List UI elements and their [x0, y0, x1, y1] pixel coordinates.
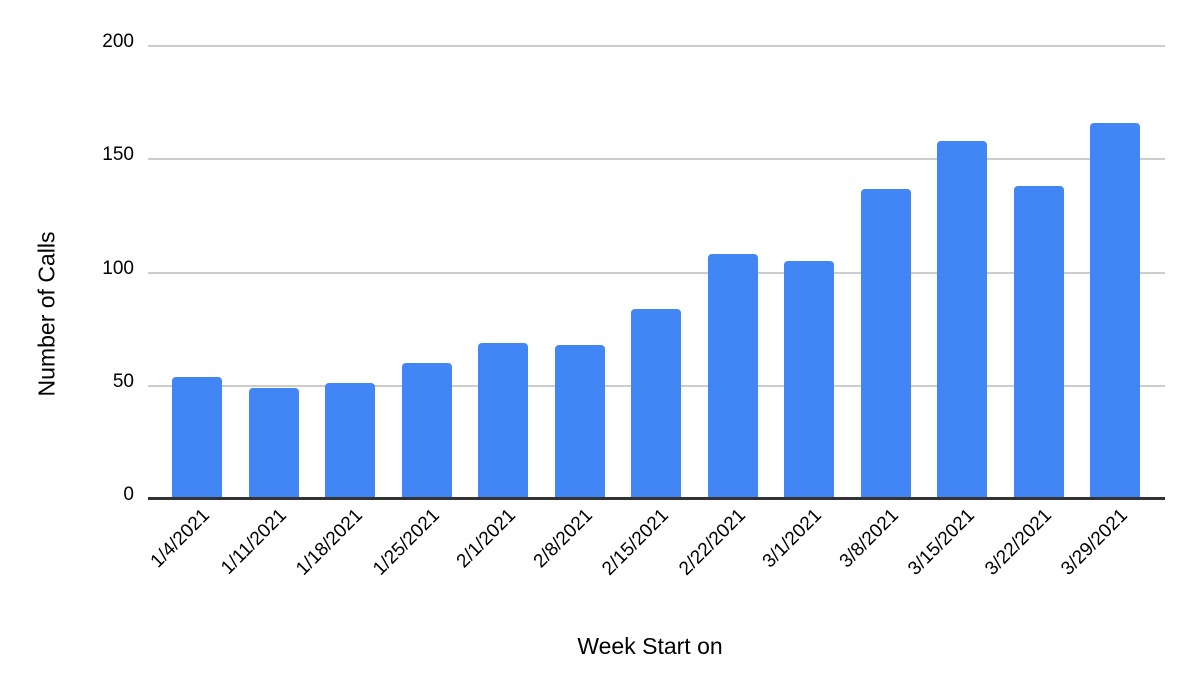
y-axis-title: Number of Calls: [33, 231, 60, 397]
chart-bar: [707, 254, 758, 499]
y-tick-label: 150: [102, 144, 134, 166]
chart-bar: [1013, 186, 1064, 499]
y-tick-label: 0: [123, 484, 134, 505]
chart-bar: [784, 261, 834, 499]
chart-bar: [631, 309, 681, 499]
y-tick-label: 50: [112, 370, 134, 392]
chart-bar: [937, 141, 987, 499]
chart-bar: [172, 377, 222, 499]
chart-bar: [478, 343, 528, 499]
gridline: [148, 158, 1165, 161]
chart-bar: [401, 363, 452, 499]
chart-bar: [1090, 123, 1140, 499]
chart-bar: [325, 383, 375, 499]
x-axis-title: Week Start on: [577, 633, 723, 659]
x-tick-label: 3/29/2021: [1057, 505, 1132, 580]
x-axis-line: [148, 497, 1165, 500]
chart-bar: [860, 189, 911, 499]
gridline: [148, 45, 1165, 47]
y-tick-label: 100: [102, 257, 134, 279]
y-tick-label: 200: [102, 31, 134, 52]
chart-bar: [554, 345, 605, 499]
gridline: [148, 271, 1165, 274]
chart-bar: [248, 388, 299, 499]
